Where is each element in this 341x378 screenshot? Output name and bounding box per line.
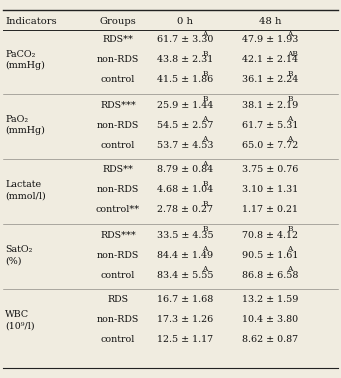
Text: 8.79 ± 0.84: 8.79 ± 0.84 — [157, 166, 213, 175]
Text: 0 h: 0 h — [177, 17, 193, 25]
Text: 65.0 ± 7.72: 65.0 ± 7.72 — [242, 141, 298, 150]
Text: AB: AB — [287, 50, 298, 58]
Text: B: B — [287, 95, 293, 103]
Text: A: A — [287, 115, 293, 123]
Text: A: A — [202, 160, 208, 168]
Text: 3.10 ± 1.31: 3.10 ± 1.31 — [242, 186, 298, 195]
Text: 47.9 ± 1.93: 47.9 ± 1.93 — [242, 36, 298, 45]
Text: SatO₂
(%): SatO₂ (%) — [5, 245, 32, 265]
Text: A: A — [202, 265, 208, 273]
Text: A: A — [287, 135, 293, 143]
Text: 16.7 ± 1.68: 16.7 ± 1.68 — [157, 296, 213, 305]
Text: 53.7 ± 4.53: 53.7 ± 4.53 — [157, 141, 213, 150]
Text: A: A — [287, 265, 293, 273]
Text: B: B — [287, 70, 293, 78]
Text: RDS**: RDS** — [103, 166, 133, 175]
Text: RDS**: RDS** — [103, 36, 133, 45]
Text: 84.4 ± 1.49: 84.4 ± 1.49 — [157, 251, 213, 260]
Text: 17.3 ± 1.26: 17.3 ± 1.26 — [157, 316, 213, 324]
Text: 41.5 ± 1.86: 41.5 ± 1.86 — [157, 76, 213, 85]
Text: 90.5 ± 1.61: 90.5 ± 1.61 — [242, 251, 298, 260]
Text: RDS***: RDS*** — [100, 101, 136, 110]
Text: 2.78 ± 0.27: 2.78 ± 0.27 — [157, 206, 213, 214]
Text: non-RDS: non-RDS — [97, 56, 139, 65]
Text: 70.8 ± 4.12: 70.8 ± 4.12 — [242, 231, 298, 240]
Text: 43.8 ± 2.31: 43.8 ± 2.31 — [157, 56, 213, 65]
Text: Groups: Groups — [100, 17, 136, 25]
Text: non-RDS: non-RDS — [97, 316, 139, 324]
Text: control: control — [101, 336, 135, 344]
Text: 48 h: 48 h — [259, 17, 281, 25]
Text: 4.68 ± 1.04: 4.68 ± 1.04 — [157, 186, 213, 195]
Text: control: control — [101, 141, 135, 150]
Text: 61.7 ± 5.31: 61.7 ± 5.31 — [242, 121, 298, 130]
Text: RDS: RDS — [107, 296, 129, 305]
Text: A: A — [287, 30, 293, 38]
Text: control**: control** — [96, 206, 140, 214]
Text: 12.5 ± 1.17: 12.5 ± 1.17 — [157, 336, 213, 344]
Text: 13.2 ± 1.59: 13.2 ± 1.59 — [242, 296, 298, 305]
Text: non-RDS: non-RDS — [97, 121, 139, 130]
Text: PaO₂
(mmHg): PaO₂ (mmHg) — [5, 115, 45, 135]
Text: A: A — [287, 245, 293, 253]
Text: 1.17 ± 0.21: 1.17 ± 0.21 — [242, 206, 298, 214]
Text: 3.75 ± 0.76: 3.75 ± 0.76 — [242, 166, 298, 175]
Text: 33.5 ± 4.35: 33.5 ± 4.35 — [157, 231, 213, 240]
Text: 36.1 ± 2.24: 36.1 ± 2.24 — [242, 76, 298, 85]
Text: 42.1 ± 2.14: 42.1 ± 2.14 — [242, 56, 298, 65]
Text: Indicators: Indicators — [5, 17, 57, 25]
Text: 54.5 ± 2.57: 54.5 ± 2.57 — [157, 121, 213, 130]
Text: PaCO₂
(mmHg): PaCO₂ (mmHg) — [5, 50, 45, 70]
Text: 38.1 ± 2.19: 38.1 ± 2.19 — [242, 101, 298, 110]
Text: A: A — [202, 30, 208, 38]
Text: B: B — [202, 95, 208, 103]
Text: control: control — [101, 76, 135, 85]
Text: B: B — [202, 70, 208, 78]
Text: WBC
(10⁹/l): WBC (10⁹/l) — [5, 310, 35, 330]
Text: Lactate
(mmol/l): Lactate (mmol/l) — [5, 180, 46, 200]
Text: 86.8 ± 6.58: 86.8 ± 6.58 — [242, 271, 298, 279]
Text: B: B — [202, 180, 208, 188]
Text: RDS***: RDS*** — [100, 231, 136, 240]
Text: 61.7 ± 3.30: 61.7 ± 3.30 — [157, 36, 213, 45]
Text: B: B — [287, 225, 293, 233]
Text: 8.62 ± 0.87: 8.62 ± 0.87 — [242, 336, 298, 344]
Text: B: B — [202, 200, 208, 208]
Text: A: A — [202, 135, 208, 143]
Text: A: A — [202, 115, 208, 123]
Text: 10.4 ± 3.80: 10.4 ± 3.80 — [242, 316, 298, 324]
Text: A: A — [202, 245, 208, 253]
Text: B: B — [202, 50, 208, 58]
Text: control: control — [101, 271, 135, 279]
Text: B: B — [202, 225, 208, 233]
Text: 83.4 ± 5.55: 83.4 ± 5.55 — [157, 271, 213, 279]
Text: non-RDS: non-RDS — [97, 186, 139, 195]
Text: 25.9 ± 1.44: 25.9 ± 1.44 — [157, 101, 213, 110]
Text: non-RDS: non-RDS — [97, 251, 139, 260]
